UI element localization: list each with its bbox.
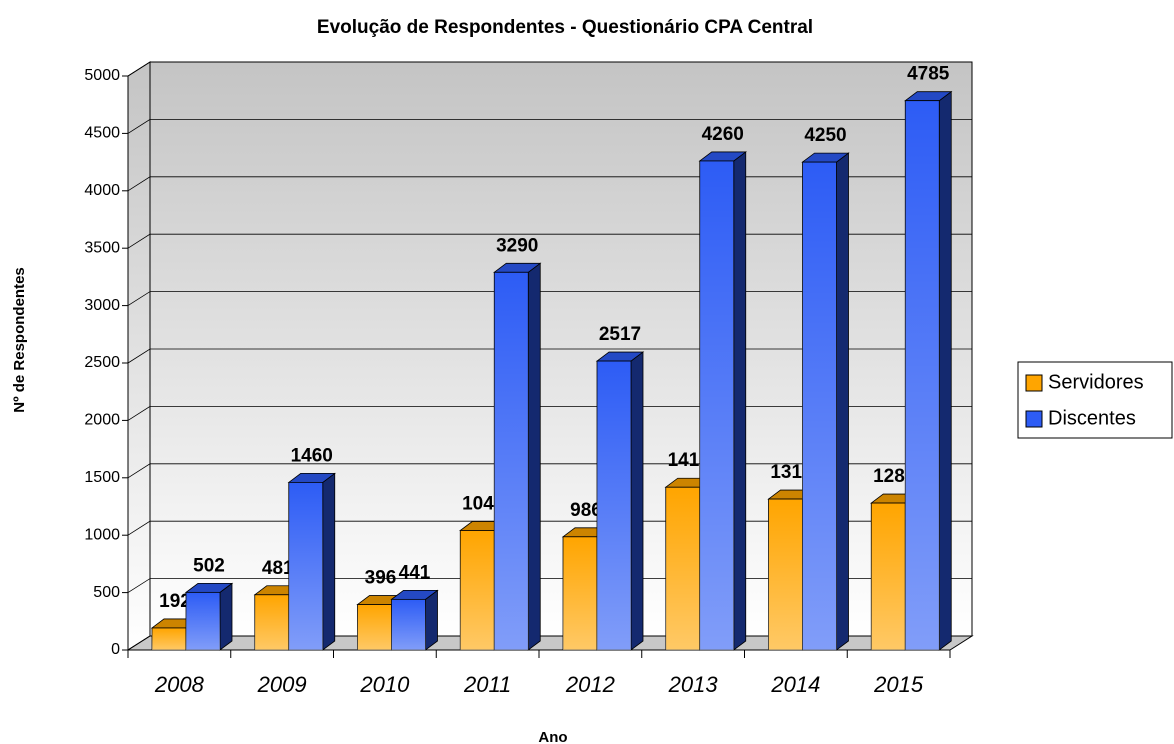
bar-shine [494,272,529,650]
value-label: 4785 [907,64,950,85]
bar-shine [768,499,803,650]
legend-label: Discentes [1048,407,1136,429]
legend-swatch [1025,410,1043,428]
bar-shine [665,487,700,650]
grid-line [127,291,972,306]
value-label: 396 [365,568,397,589]
y-tick-label: 500 [93,584,120,601]
bar-shine [699,160,734,650]
bar-top-shade [288,473,335,483]
bar-shine [802,162,837,650]
y-tick-label: 1000 [84,526,120,543]
y-tick-label: 4500 [84,125,120,142]
y-tick-label: 3500 [84,239,120,256]
x-tick-label: 2009 [257,672,307,697]
value-label: 1418 [668,450,710,471]
y-tick-label: 3000 [84,297,120,314]
x-tick-label: 2011 [463,672,511,697]
bar-shine [460,530,495,650]
y-tick-label: 2000 [84,412,120,429]
value-label: 986 [570,500,602,521]
grid-line [127,405,972,421]
value-label: 1460 [291,445,333,466]
legend-swatch [1025,374,1043,392]
y-tick-label: 2500 [84,354,120,371]
y-tick-label: 5000 [84,67,120,84]
y-axis-label: Nº de Respondentes [11,267,28,413]
value-label: 2517 [599,324,641,345]
bar-side-shade [528,263,541,650]
grid-line [127,61,972,77]
bar-top-shade [186,583,232,593]
legend-label: Servidores [1048,371,1144,393]
value-label: 481 [262,558,294,579]
x-tick-label: 2008 [154,672,205,697]
value-label: 1280 [873,466,915,487]
bar-side-shade [631,352,643,650]
y-tick-label: 0 [111,641,120,658]
x-axis-label: Ano [538,729,567,744]
grid-line [127,463,972,479]
y-tick-label: 1500 [84,469,120,486]
grid-line [127,119,972,134]
bar-side-shade [836,153,849,650]
x-tick-label: 2010 [359,672,410,697]
bar-top-shade [494,263,541,273]
bar-top-shade [597,352,643,362]
bar-shine [357,604,392,650]
bar-side-shade [733,151,746,650]
bar-shine [563,536,597,650]
chart-title: Evolução de Respondentes - Questionário … [317,17,813,38]
bar-shine [871,503,906,650]
bar-top-shade [802,153,849,163]
grid-line [127,348,972,364]
x-tick-label: 2014 [770,672,820,697]
x-tick-label: 2012 [565,672,615,697]
bar-shine [288,482,323,650]
grid-line [127,233,972,249]
bar-side-shade [322,473,335,650]
value-label: 4260 [702,124,744,145]
bar-shine [254,594,289,650]
value-label: 4250 [804,125,846,146]
value-label: 441 [399,562,431,583]
bar-shine [152,627,186,650]
value-label: 192 [159,591,191,612]
bar-shine [905,100,940,650]
bar-top-shade [699,151,746,161]
x-tick-label: 2015 [873,672,924,697]
grid-line [127,176,972,192]
y-tick-label: 4000 [84,182,120,199]
bar-shine [597,361,631,650]
value-label: 502 [193,555,225,576]
bar-top-shade [391,590,438,600]
bar-side-shade [220,583,232,650]
bar-shine [391,599,426,650]
legend-box [1017,361,1173,439]
bar-side-shade [425,590,438,650]
bar-top-shade [905,91,952,101]
bar-side-shade [939,91,952,650]
bar-shine [186,592,220,650]
value-label: 3290 [496,235,538,256]
x-tick-label: 2013 [668,672,719,697]
